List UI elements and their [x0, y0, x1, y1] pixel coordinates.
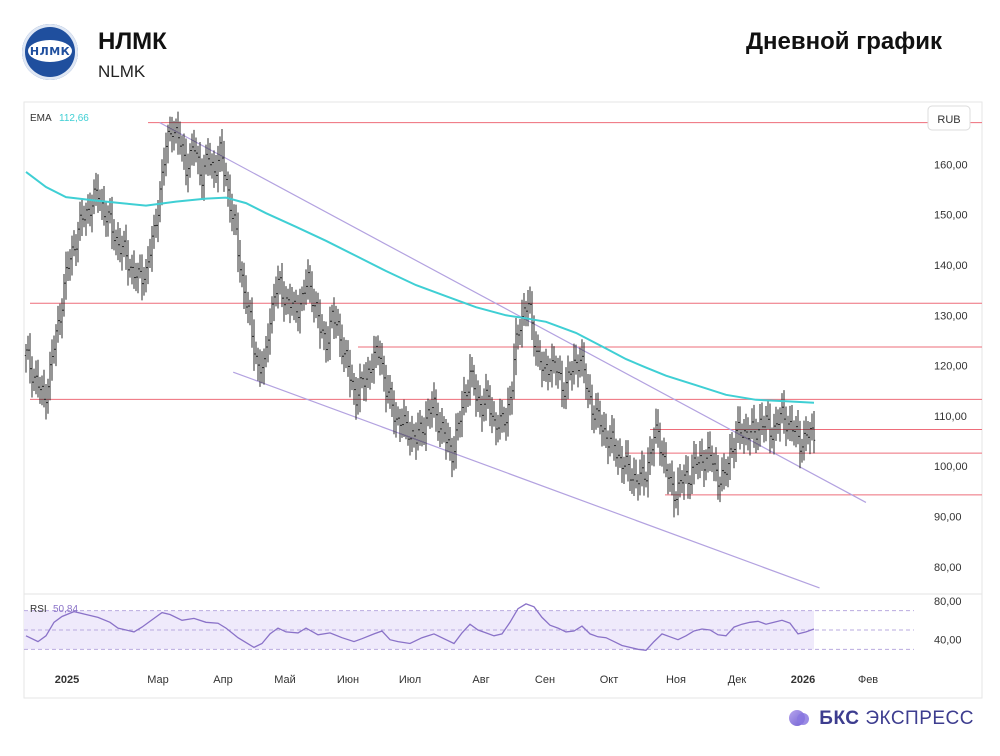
x-tick-label-6: Авг	[472, 674, 489, 686]
channel-line-1	[233, 371, 820, 589]
ema-layer	[25, 171, 815, 404]
brand-name-rest: ЭКСПРЕСС	[865, 708, 974, 729]
y-tick-label-5: 120,00	[934, 361, 968, 373]
rsi-tick-label-0: 80,00	[934, 596, 962, 608]
currency-label: RUB	[937, 114, 960, 126]
y-tick-label-9: 80,00	[934, 562, 962, 574]
y-tick-label-2: 150,00	[934, 210, 968, 222]
candle-394	[812, 411, 816, 454]
brand-name: БКС ЭКСПРЕСС	[819, 708, 974, 730]
x-tick-label-4: Июн	[337, 674, 359, 686]
rsi-line	[25, 603, 815, 651]
ema-label: EMA	[30, 113, 52, 124]
x-tick-label-9: Ноя	[666, 674, 686, 686]
x-tick-label-0: 2025	[55, 674, 79, 686]
ema-value: 112,66	[59, 113, 89, 124]
y-tick-label-7: 100,00	[934, 461, 968, 473]
x-tick-label-11: 2026	[791, 674, 815, 686]
ema-line	[25, 171, 815, 404]
x-tick-label-1: Мар	[147, 674, 169, 686]
chart-period-title: Дневной график	[745, 28, 942, 55]
candle-layer	[24, 111, 816, 518]
x-tick-label-10: Дек	[728, 674, 747, 686]
y-tick-label-6: 110,00	[934, 411, 967, 423]
x-tick-label-8: Окт	[600, 674, 619, 686]
x-tick-label-5: Июл	[399, 674, 421, 686]
x-tick-label-12: Фев	[858, 674, 878, 686]
company-logo: НЛМК	[22, 24, 78, 80]
level-layer	[30, 122, 982, 496]
brand-logo-icon	[789, 708, 811, 730]
x-tick-label-2: Апр	[213, 674, 232, 686]
ticker-symbol: NLMK	[98, 62, 146, 81]
chart-svg: 170,00160,00150,00140,00130,00120,00110,…	[23, 101, 983, 699]
currency-badge[interactable]	[927, 105, 971, 131]
rsi-label: RSI	[30, 604, 47, 615]
x-tick-label-3: Май	[274, 674, 296, 686]
rsi-tick-label-1: 40,00	[934, 635, 962, 647]
price-chart: 170,00160,00150,00140,00130,00120,00110,…	[0, 100, 1000, 705]
logo-emblem: НЛМК	[28, 40, 72, 62]
y-tick-label-3: 140,00	[934, 260, 968, 272]
rsi-layer	[25, 603, 815, 651]
y-tick-label-1: 160,00	[934, 159, 968, 171]
rsi-value: 50,84	[53, 604, 78, 615]
chart-frame	[23, 101, 983, 699]
company-name: НЛМК	[98, 28, 167, 55]
y-tick-label-4: 130,00	[934, 310, 968, 322]
brand-name-bold: БКС	[819, 708, 860, 729]
brand-footer: БКС ЭКСПРЕСС	[789, 708, 974, 730]
logo-text: НЛМК	[29, 44, 71, 58]
x-tick-label-7: Сен	[535, 674, 555, 686]
y-tick-label-8: 90,00	[934, 512, 962, 524]
